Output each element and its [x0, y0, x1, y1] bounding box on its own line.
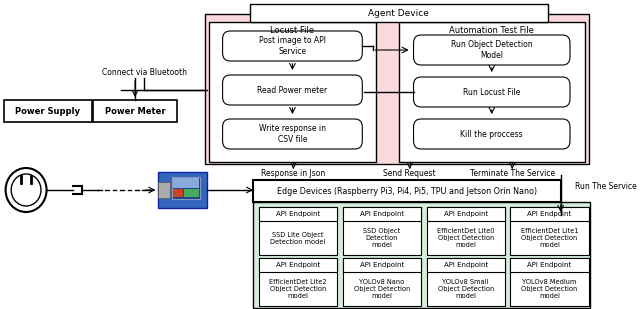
Text: Terminate The Service: Terminate The Service [470, 168, 555, 177]
Bar [173, 189, 182, 197]
Text: SSD Object
Detection
model: SSD Object Detection model [364, 228, 401, 248]
Bar [510, 258, 589, 306]
Text: YOLOv8 Small
Object Detection
model: YOLOv8 Small Object Detection model [438, 279, 494, 299]
Bar [427, 207, 505, 255]
Text: Send Request: Send Request [383, 168, 436, 177]
Bar [172, 177, 200, 199]
Text: Write response in
CSV file: Write response in CSV file [259, 124, 326, 144]
FancyBboxPatch shape [223, 119, 362, 149]
Bar [343, 258, 421, 272]
Text: API Endpoint: API Endpoint [360, 262, 404, 268]
Text: API Endpoint: API Endpoint [527, 262, 572, 268]
FancyBboxPatch shape [413, 35, 570, 65]
Text: Agent Device: Agent Device [368, 9, 429, 18]
FancyBboxPatch shape [413, 77, 570, 107]
Text: Automation Test File: Automation Test File [449, 26, 534, 35]
Text: Kill the proccess: Kill the proccess [460, 129, 523, 138]
Bar [253, 180, 561, 202]
Text: API Endpoint: API Endpoint [276, 262, 320, 268]
Bar [427, 258, 505, 306]
Bar [209, 22, 376, 162]
Text: EfficientDet Lite0
Object Detection
model: EfficientDet Lite0 Object Detection mode… [437, 228, 495, 248]
Bar [250, 4, 548, 22]
Bar [158, 182, 170, 198]
FancyBboxPatch shape [413, 119, 570, 149]
Text: Power Meter: Power Meter [105, 107, 165, 116]
Bar [259, 258, 337, 272]
Bar [205, 14, 589, 164]
Bar [184, 189, 199, 197]
Bar [259, 207, 337, 221]
Text: Run Object Detection
Model: Run Object Detection Model [451, 40, 532, 60]
Text: SSD Lite Object
Detection model: SSD Lite Object Detection model [270, 231, 326, 244]
Bar [259, 258, 337, 306]
FancyBboxPatch shape [223, 75, 362, 105]
Bar [343, 207, 421, 255]
Text: Locust File: Locust File [270, 26, 314, 35]
Bar [343, 207, 421, 221]
Bar [427, 207, 505, 221]
Text: Power Supply: Power Supply [15, 107, 81, 116]
Text: EfficientDet Lite2
Object Detection
model: EfficientDet Lite2 Object Detection mode… [269, 279, 327, 299]
Text: API Endpoint: API Endpoint [527, 211, 572, 217]
Text: Connect via Bluetooth: Connect via Bluetooth [102, 67, 187, 77]
Bar [427, 258, 505, 272]
Bar [93, 100, 177, 122]
Bar [4, 100, 92, 122]
Bar [158, 172, 207, 208]
Bar [510, 258, 589, 272]
Bar [173, 178, 199, 188]
Bar [399, 22, 585, 162]
Text: YOLOv8 Nano
Object Detection
model: YOLOv8 Nano Object Detection model [354, 279, 410, 299]
Text: Read Power meter: Read Power meter [257, 86, 328, 95]
Bar [510, 207, 589, 221]
Bar [510, 207, 589, 255]
FancyBboxPatch shape [223, 31, 362, 61]
Text: API Endpoint: API Endpoint [444, 262, 488, 268]
Bar [253, 202, 591, 308]
Text: Run Locust File: Run Locust File [463, 87, 520, 96]
Text: Response in Json: Response in Json [261, 168, 326, 177]
Bar [259, 207, 337, 255]
Text: YOLOv8 Medium
Object Detection
model: YOLOv8 Medium Object Detection model [522, 279, 578, 299]
Text: Run The Service: Run The Service [575, 181, 636, 191]
Text: Post image to API
Service: Post image to API Service [259, 36, 326, 56]
Bar [343, 258, 421, 306]
Text: EfficientDet Lite1
Object Detection
model: EfficientDet Lite1 Object Detection mode… [521, 228, 579, 248]
Text: API Endpoint: API Endpoint [444, 211, 488, 217]
Text: API Endpoint: API Endpoint [360, 211, 404, 217]
Text: API Endpoint: API Endpoint [276, 211, 320, 217]
Text: Edge Devices (Raspberry Pi3, Pi4, Pi5, TPU and Jetson Orin Nano): Edge Devices (Raspberry Pi3, Pi4, Pi5, T… [277, 187, 537, 196]
